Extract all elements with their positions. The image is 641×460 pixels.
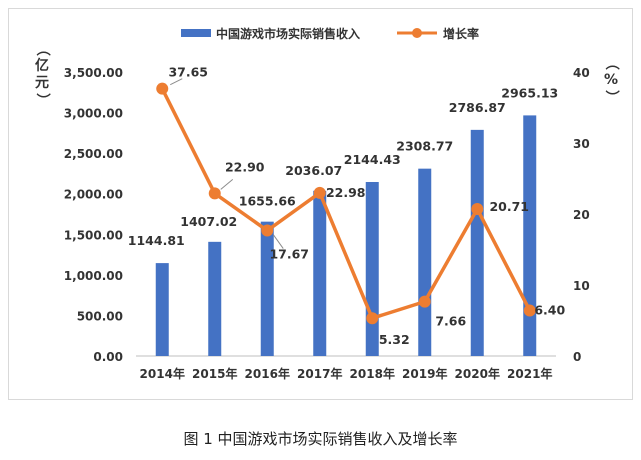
bar-data-label: 2786.87 bbox=[449, 100, 506, 115]
right-axis-tick-label: 0 bbox=[573, 350, 581, 364]
right-axis-unit-char: （ bbox=[603, 56, 619, 70]
growth-point bbox=[366, 312, 379, 325]
growth-point bbox=[523, 304, 536, 317]
right-axis-unit-char: % bbox=[604, 72, 618, 88]
x-axis-tick-label: 2019年 bbox=[402, 366, 447, 381]
growth-label-leader bbox=[220, 179, 234, 190]
right-axis-tick-label: 30 bbox=[573, 137, 590, 151]
revenue-bar bbox=[470, 129, 484, 356]
growth-data-label: 17.67 bbox=[269, 247, 309, 262]
x-axis-tick-label: 2016年 bbox=[245, 366, 290, 381]
left-axis-tick-label: 2,500.00 bbox=[64, 147, 123, 161]
left-axis-unit-char: 元 bbox=[35, 75, 49, 91]
legend-line-marker bbox=[412, 28, 422, 38]
legend-label-bar: 中国游戏市场实际销售收入 bbox=[216, 26, 360, 41]
combo-chart: 中国游戏市场实际销售收入 增长率（亿元）（%）0.00500.001,000.00… bbox=[34, 26, 619, 381]
right-axis-tick-label: 10 bbox=[573, 279, 590, 293]
x-axis-tick-label: 2020年 bbox=[455, 366, 500, 381]
growth-point bbox=[313, 186, 326, 199]
growth-data-label: 37.65 bbox=[168, 65, 208, 80]
right-axis-tick-label: 40 bbox=[573, 66, 590, 80]
left-axis-tick-label: 0.00 bbox=[93, 350, 123, 364]
growth-point bbox=[261, 224, 274, 237]
bar-data-label: 1655.66 bbox=[239, 194, 296, 209]
bar-data-label: 2308.77 bbox=[396, 139, 453, 154]
chart-caption: 图 1 中国游戏市场实际销售收入及增长率 bbox=[183, 430, 458, 448]
growth-data-label: 7.66 bbox=[435, 314, 466, 329]
bar-data-label: 1144.81 bbox=[128, 233, 185, 248]
growth-point bbox=[471, 202, 484, 215]
left-axis-tick-label: 1,500.00 bbox=[64, 228, 123, 242]
growth-data-label: 22.90 bbox=[225, 159, 265, 174]
growth-label-leader bbox=[272, 234, 284, 249]
growth-line bbox=[160, 87, 532, 320]
right-axis-unit-char: ） bbox=[603, 90, 619, 104]
left-axis-tick-label: 500.00 bbox=[77, 309, 123, 323]
growth-data-label: 20.71 bbox=[489, 199, 529, 214]
left-axis-unit-char: ） bbox=[34, 93, 50, 107]
bar-data-label: 2036.07 bbox=[285, 163, 342, 178]
bar-data-label: 1407.02 bbox=[180, 214, 237, 229]
left-axis-unit-char: （ bbox=[34, 42, 50, 56]
growth-data-label: 22.98 bbox=[326, 185, 366, 200]
revenue-bar bbox=[155, 263, 169, 356]
x-axis-tick-label: 2015年 bbox=[192, 366, 237, 381]
revenue-bar bbox=[365, 181, 379, 356]
bar-data-label: 2144.43 bbox=[344, 152, 401, 167]
x-axis-tick-label: 2021年 bbox=[507, 366, 552, 381]
left-axis-unit-char: 亿 bbox=[35, 57, 49, 74]
legend-bar-swatch bbox=[181, 29, 211, 37]
growth-data-label: 6.40 bbox=[534, 303, 565, 318]
x-axis-tick-label: 2018年 bbox=[350, 366, 395, 381]
right-axis-tick-label: 20 bbox=[573, 208, 590, 222]
legend-label-line: 增长率 bbox=[443, 26, 479, 41]
revenue-bar bbox=[260, 221, 274, 356]
left-axis-tick-label: 3,500.00 bbox=[64, 66, 123, 80]
revenue-bar bbox=[313, 190, 327, 356]
left-axis-tick-label: 3,000.00 bbox=[64, 107, 123, 121]
growth-point bbox=[156, 82, 169, 95]
left-axis-tick-label: 2,000.00 bbox=[64, 188, 123, 202]
growth-point bbox=[418, 295, 431, 308]
revenue-bar bbox=[208, 241, 222, 356]
x-axis-tick-label: 2017年 bbox=[297, 366, 342, 381]
x-axis-tick-label: 2014年 bbox=[140, 366, 185, 381]
left-axis-tick-label: 1,000.00 bbox=[64, 269, 123, 283]
bar-data-label: 2965.13 bbox=[501, 85, 558, 100]
growth-label-leader bbox=[170, 78, 183, 86]
revenue-bar bbox=[523, 115, 537, 356]
chart-frame: 中国游戏市场实际销售收入 增长率（亿元）（%） 0.00 500.00 1,000.00… bbox=[8, 8, 633, 400]
revenue-bar bbox=[418, 168, 432, 356]
growth-point bbox=[208, 187, 221, 200]
growth-data-label: 5.32 bbox=[379, 332, 410, 347]
